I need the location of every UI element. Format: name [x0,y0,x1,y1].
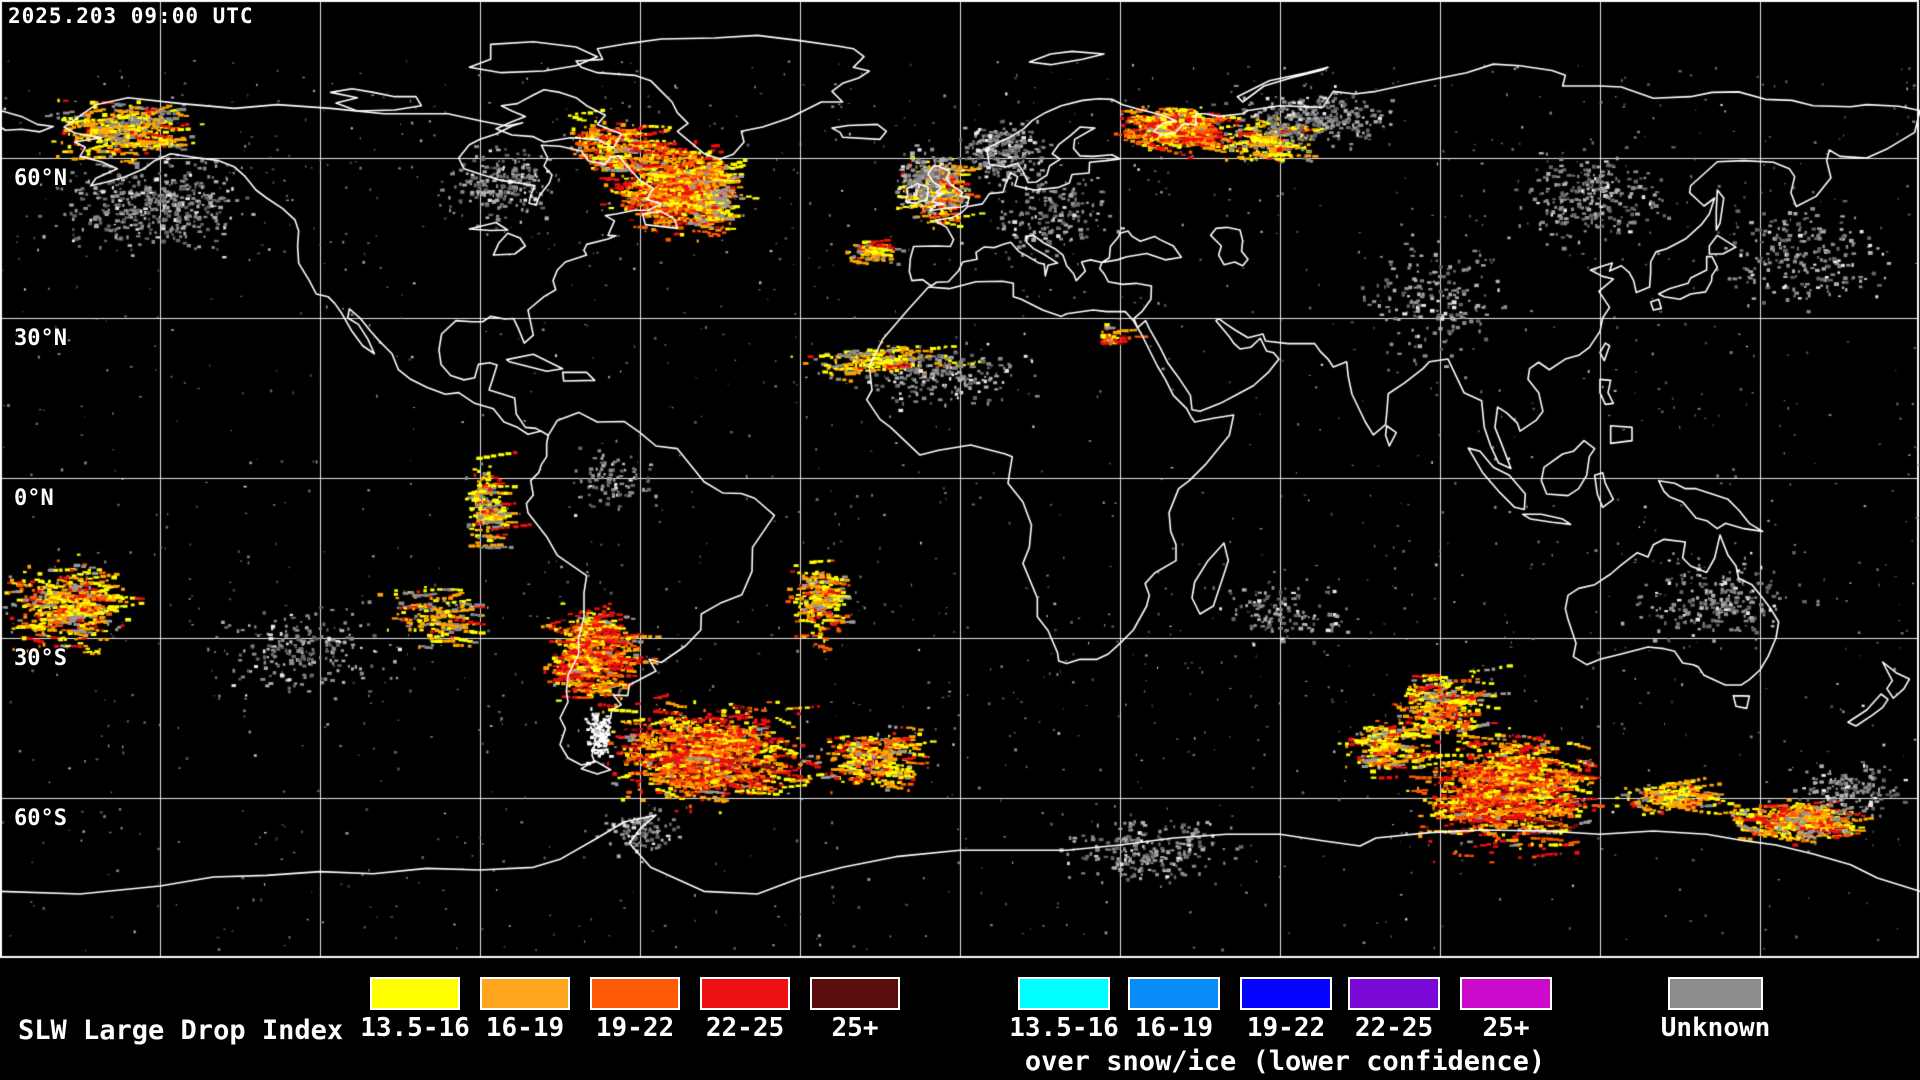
legend-swatch-unknown-Unknown [1668,977,1763,1010]
legend-label-snowice-25+: 25+ [1482,1013,1530,1043]
legend-label-snowice-13.5-16: 13.5-16 [1009,1013,1119,1043]
legend-swatch-liquid-25+ [810,977,900,1010]
legend-label-liquid-25+: 25+ [831,1013,879,1043]
legend-swatch-liquid-16-19 [480,977,570,1010]
legend-label-unknown-Unknown: Unknown [1660,1013,1771,1043]
legend-swatch-snowice-22-25 [1348,977,1440,1010]
timestamp-label: 2025.203 09:00 UTC [8,4,254,28]
legend-label-snowice-16-19: 16-19 [1134,1013,1214,1043]
legend-label-liquid-22-25: 22-25 [705,1013,785,1043]
legend-label-snowice-19-22: 19-22 [1246,1013,1326,1043]
world-map-canvas [0,0,1920,960]
legend-title: SLW Large Drop Index [18,1015,344,1046]
legend-swatch-snowice-19-22 [1240,977,1332,1010]
latitude-label-30s: 30°S [14,646,67,671]
legend-swatch-snowice-16-19 [1128,977,1220,1010]
latitude-label-60s: 60°S [14,806,67,831]
legend-swatch-liquid-13.5-16 [370,977,460,1010]
legend-label-snowice-22-25: 22-25 [1354,1013,1434,1043]
legend-snowice-caption: over snow/ice (lower confidence) [1024,1046,1546,1077]
latitude-label-30n: 30°N [14,326,67,351]
legend-label-liquid-13.5-16: 13.5-16 [360,1013,470,1043]
legend-swatch-liquid-22-25 [700,977,790,1010]
legend-swatch-snowice-13.5-16 [1018,977,1110,1010]
latitude-label-60n: 60°N [14,166,67,191]
legend-label-liquid-16-19: 16-19 [485,1013,565,1043]
latitude-label-0n: 0°N [14,486,54,511]
legend-swatch-liquid-19-22 [590,977,680,1010]
legend-swatch-snowice-25+ [1460,977,1552,1010]
legend: SLW Large Drop Index 13.5-16 16-19 19-22 22… [0,960,1920,1080]
legend-label-liquid-19-22: 19-22 [595,1013,675,1043]
